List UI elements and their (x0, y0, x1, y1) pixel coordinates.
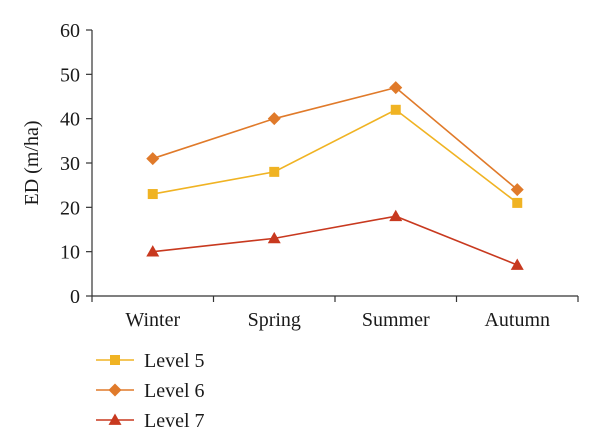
series-layer (146, 81, 524, 270)
legend-label: Level 6 (144, 380, 205, 402)
y-tick-label: 0 (70, 286, 80, 308)
data-point (146, 152, 160, 166)
y-tick-label: 50 (60, 64, 80, 86)
data-point (267, 231, 281, 244)
y-axis-label: ED (m/ha) (21, 121, 43, 206)
legend-marker (108, 413, 122, 425)
series-2 (146, 81, 524, 197)
data-point (389, 209, 403, 222)
y-tick-label: 40 (60, 109, 80, 131)
y-tick-label: 20 (60, 197, 80, 219)
x-tick-label: Spring (248, 309, 301, 331)
y-tick-label: 60 (60, 20, 80, 42)
x-tick-label: Winter (125, 309, 180, 331)
series-line (152, 86, 518, 191)
data-point (267, 112, 281, 126)
legend-item: Level 6 (96, 380, 205, 402)
data-point (146, 245, 160, 257)
data-point (147, 189, 158, 200)
x-tick-label: Autumn (484, 309, 550, 331)
y-tick-label: 30 (60, 153, 80, 175)
x-tick-label: Summer (362, 309, 430, 331)
legend-item: Level 7 (96, 410, 205, 432)
axes: 0 10 20 30 40 50 60 Winter Spring Summer Autumn ED … (21, 20, 579, 331)
series-line (152, 108, 518, 204)
legend-marker (110, 355, 120, 365)
legend-label: Level 5 (144, 350, 205, 372)
data-point (389, 81, 403, 95)
data-point (512, 197, 523, 208)
data-point (510, 183, 524, 197)
data-point (510, 258, 524, 270)
series-1 (147, 104, 523, 208)
legend: Level 5 Level 6 Level 7 (96, 350, 205, 432)
legend-marker (108, 383, 122, 397)
data-point (269, 166, 280, 177)
series-line (152, 215, 518, 266)
legend-label: Level 7 (144, 410, 205, 432)
series-3 (146, 209, 524, 270)
data-point (390, 104, 401, 115)
y-tick-label: 10 (60, 242, 80, 264)
legend-item: Level 5 (96, 350, 205, 372)
